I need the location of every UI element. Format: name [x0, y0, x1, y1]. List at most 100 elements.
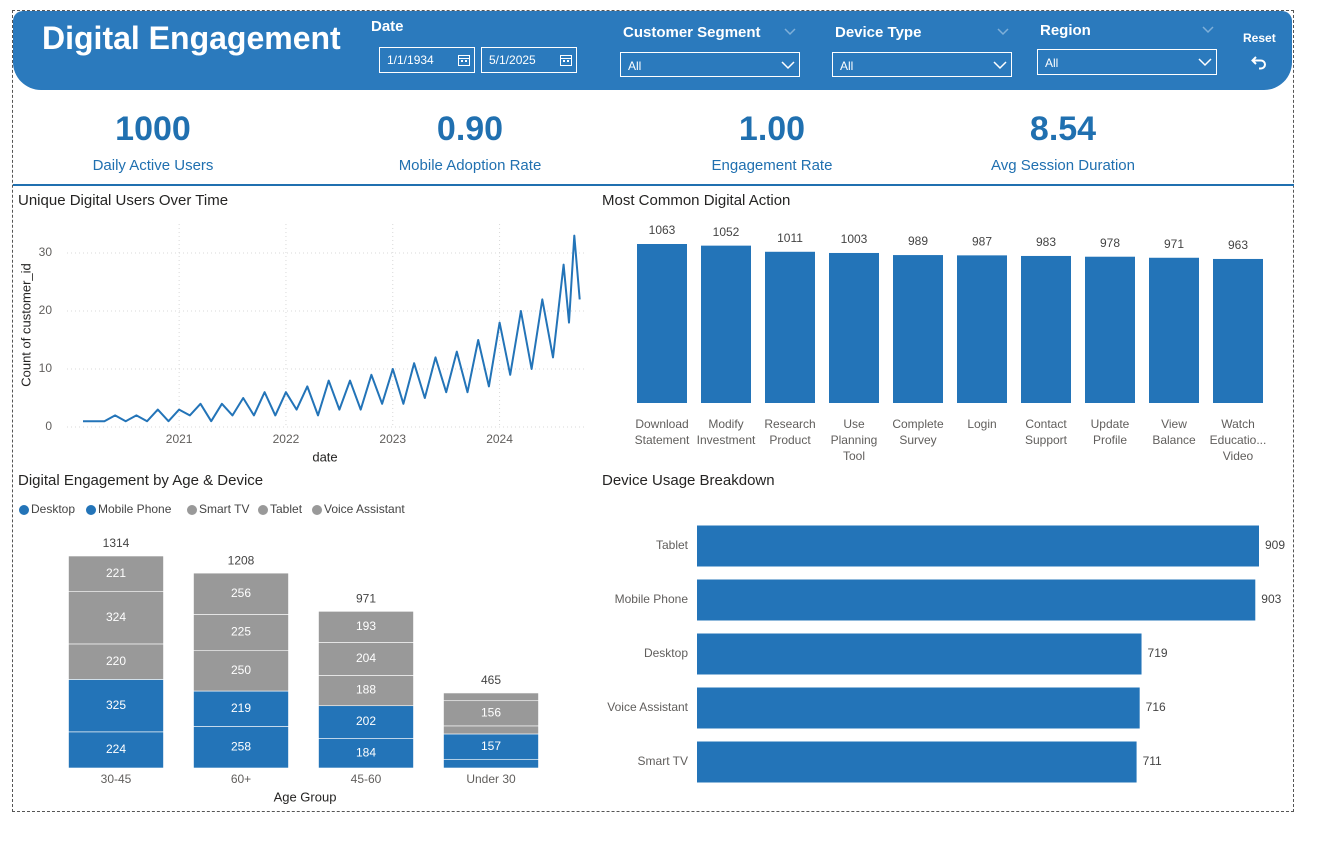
segment-label: 324: [106, 610, 126, 624]
legend-marker: [312, 505, 322, 515]
value-label: 978: [1100, 236, 1120, 250]
x-tick-label: 2022: [273, 432, 300, 446]
segment-label: 258: [231, 739, 251, 753]
bar-segment: [68, 679, 164, 733]
kpi-label: Mobile Adoption Rate: [398, 157, 542, 174]
x-tick-label: Update Profile: [1090, 417, 1130, 447]
value-label: 983: [1036, 235, 1056, 249]
bar: [1213, 258, 1263, 403]
chart-title: Digital Engagement by Age & Device: [18, 472, 263, 489]
filter-dropdown[interactable]: All: [620, 52, 800, 77]
y-tick-label: Desktop: [644, 646, 688, 660]
bar: [637, 244, 687, 403]
segment-label: 156: [481, 705, 501, 719]
kpi-label: Daily Active Users: [92, 157, 214, 174]
chart-title: Device Usage Breakdown: [602, 472, 775, 489]
y-tick-label: Smart TV: [638, 754, 688, 768]
bar-segment: [318, 738, 414, 769]
value-label: 1003: [841, 232, 868, 246]
date-to-text: 5/1/2025: [489, 53, 536, 67]
bar-segment: [193, 726, 289, 769]
legend-marker: [258, 505, 268, 515]
dashboard-title: Digital Engagement: [42, 20, 341, 56]
bar: [829, 252, 879, 403]
dropdown-chevron: [1198, 58, 1212, 67]
value-label: 1011: [777, 231, 803, 245]
bar: [1085, 256, 1135, 403]
y-tick-label: 10: [39, 361, 53, 375]
x-tick-label: Login: [967, 417, 997, 431]
bar-segment: [443, 725, 539, 735]
bar: [1149, 257, 1199, 403]
reset-button[interactable]: Reset: [1243, 31, 1276, 45]
value-label: 1052: [713, 225, 740, 239]
kpi-divider: [13, 184, 1294, 186]
filter-value: All: [628, 59, 642, 73]
kpi-label: Avg Session Duration: [991, 157, 1135, 174]
total-label: 1314: [103, 536, 130, 550]
x-tick-label: Modify Investment: [696, 417, 756, 447]
x-tick-label: Research Product: [764, 417, 816, 447]
legend-marker: [19, 505, 29, 515]
reset-icon[interactable]: [1251, 54, 1267, 70]
filter-dropdown[interactable]: All: [832, 52, 1012, 77]
segment-label: 225: [231, 625, 251, 639]
date-from-text: 1/1/1934: [387, 53, 434, 67]
page-border: [12, 10, 1294, 812]
x-tick-label: 2021: [166, 432, 193, 446]
value-label: 711: [1143, 754, 1162, 768]
value-label: 1063: [649, 223, 676, 237]
filter-value: All: [1045, 56, 1059, 70]
filter-label: Region: [1040, 22, 1091, 39]
date-from[interactable]: 1/1/1934: [379, 47, 475, 73]
legend-marker: [187, 505, 197, 515]
bar-segment: [193, 690, 289, 727]
bar-segment: [318, 675, 414, 707]
bar-segment: [68, 555, 164, 592]
x-tick-label: View Balance: [1152, 417, 1196, 447]
bar: [1021, 255, 1071, 403]
bar: [697, 633, 1142, 675]
kpi-value: 1000: [115, 110, 191, 148]
value-label: 987: [972, 235, 992, 249]
segment-label: 188: [356, 683, 376, 697]
bar: [697, 741, 1137, 783]
filter-dropdown[interactable]: All: [1037, 49, 1217, 75]
segment-label: 221: [106, 566, 126, 580]
bar-segment: [443, 692, 539, 702]
legend-label: Desktop: [31, 502, 75, 516]
x-tick-label: 45-60: [351, 772, 382, 786]
kpi-value: 8.54: [1029, 110, 1097, 148]
date-to[interactable]: 5/1/2025: [481, 47, 577, 73]
filter-chevron: [784, 28, 796, 36]
legend-label: Voice Assistant: [324, 502, 405, 516]
bar-segment: [318, 705, 414, 739]
segment-label: 202: [356, 714, 376, 728]
segment-label: 204: [356, 651, 376, 665]
filter-value: All: [840, 59, 854, 73]
total-label: 971: [356, 592, 376, 606]
y-tick-label: Mobile Phone: [615, 592, 689, 606]
x-tick-label: Use Planning Tool: [830, 417, 878, 463]
value-label: 903: [1261, 592, 1281, 606]
x-tick-label: Complete Survey: [892, 417, 944, 447]
bar: [697, 579, 1256, 621]
segment-label: 256: [231, 586, 251, 600]
segment-label: 157: [481, 739, 501, 753]
value-label: 716: [1146, 700, 1166, 714]
legend-label: Smart TV: [199, 502, 249, 516]
filter-chevron: [1202, 26, 1214, 34]
total-label: 465: [481, 673, 501, 687]
bar: [697, 687, 1140, 729]
y-tick-label: Voice Assistant: [607, 700, 688, 714]
bar-segment: [68, 643, 164, 680]
line: [83, 234, 581, 423]
x-tick-label: Under 30: [466, 772, 516, 786]
dropdown-chevron: [781, 61, 795, 70]
chart-title: Most Common Digital Action: [602, 192, 790, 209]
bar-segment: [443, 758, 539, 769]
segment-label: 224: [106, 742, 126, 756]
value-label: 963: [1228, 238, 1248, 252]
bar: [697, 525, 1259, 567]
x-tick-label: 30-45: [101, 772, 132, 786]
